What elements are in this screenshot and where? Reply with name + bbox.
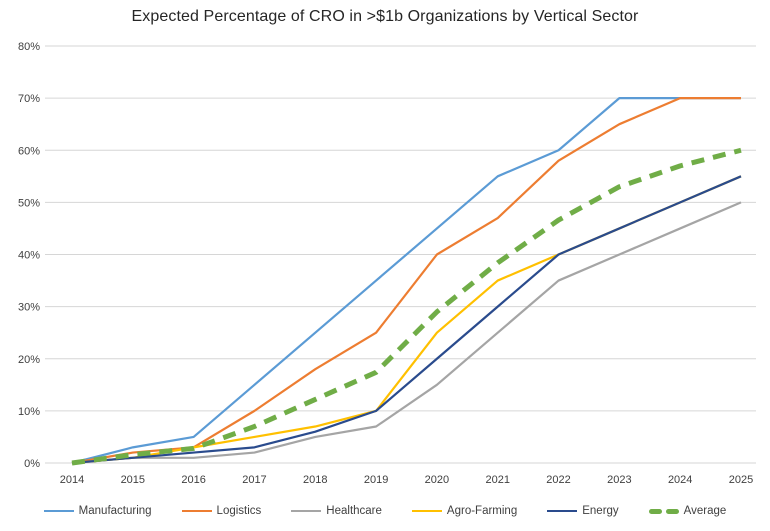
y-axis-tick-label: 10% bbox=[18, 406, 40, 418]
legend-line-swatch bbox=[411, 509, 442, 513]
legend-label: Average bbox=[683, 505, 727, 517]
y-axis-tick-label: 50% bbox=[18, 197, 40, 209]
legend-line-swatch bbox=[291, 509, 322, 513]
x-axis-tick-label: 2025 bbox=[729, 474, 753, 486]
legend-item-healthcare: Healthcare bbox=[291, 505, 382, 517]
x-axis-tick-label: 2017 bbox=[242, 474, 266, 486]
legend-dashed-line-swatch bbox=[648, 508, 679, 514]
legend-label: Agro-Farming bbox=[446, 505, 518, 517]
y-axis-tick-label: 80% bbox=[18, 41, 40, 53]
legend-dash bbox=[648, 508, 662, 514]
series-line-average bbox=[71, 147, 742, 466]
x-axis-tick-label: 2020 bbox=[425, 474, 449, 486]
x-axis-tick-label: 2016 bbox=[181, 474, 205, 486]
y-axis-tick-label: 40% bbox=[18, 250, 40, 262]
legend-line-swatch bbox=[547, 509, 578, 513]
x-axis-tick-label: 2018 bbox=[303, 474, 327, 486]
chart-legend: Manufacturing Logistics Healthcare Agro-Far… bbox=[0, 498, 770, 524]
y-axis-tick-label: 60% bbox=[18, 145, 40, 157]
x-axis-tick-label: 2024 bbox=[668, 474, 692, 486]
legend-label: Energy bbox=[582, 505, 619, 517]
x-axis-tick-label: 2015 bbox=[121, 474, 145, 486]
legend-line-swatch bbox=[43, 509, 74, 513]
legend-item-energy: Energy bbox=[547, 505, 619, 517]
y-axis-tick-label: 0% bbox=[24, 458, 40, 470]
legend-dash bbox=[665, 508, 679, 514]
series-line-manufacturing bbox=[71, 97, 741, 465]
y-axis-tick-label: 70% bbox=[18, 93, 40, 105]
x-axis-tick-label: 2022 bbox=[546, 474, 570, 486]
series-line-healthcare bbox=[71, 201, 742, 465]
y-axis-tick-label: 20% bbox=[18, 354, 40, 366]
legend-line-swatch bbox=[181, 509, 212, 513]
legend-item-agro-farming: Agro-Farming bbox=[411, 505, 518, 517]
legend-label: Healthcare bbox=[326, 505, 382, 517]
chart-title: Expected Percentage of CRO in >$1b Organ… bbox=[131, 8, 639, 25]
legend-item-manufacturing: Manufacturing bbox=[43, 505, 152, 517]
x-axis-tick-label: 2014 bbox=[60, 474, 84, 486]
legend-label: Logistics bbox=[216, 505, 262, 517]
x-axis-tick-label: 2023 bbox=[607, 474, 631, 486]
x-axis-tick-label: 2019 bbox=[364, 474, 388, 486]
x-axis-tick-label: 2021 bbox=[485, 474, 509, 486]
series-line-energy bbox=[71, 175, 742, 465]
legend-label: Manufacturing bbox=[78, 505, 152, 517]
legend-item-average: Average bbox=[648, 505, 727, 517]
series-line-logistics bbox=[71, 97, 741, 465]
y-axis-tick-label: 30% bbox=[18, 302, 40, 314]
legend-item-logistics: Logistics bbox=[181, 505, 262, 517]
